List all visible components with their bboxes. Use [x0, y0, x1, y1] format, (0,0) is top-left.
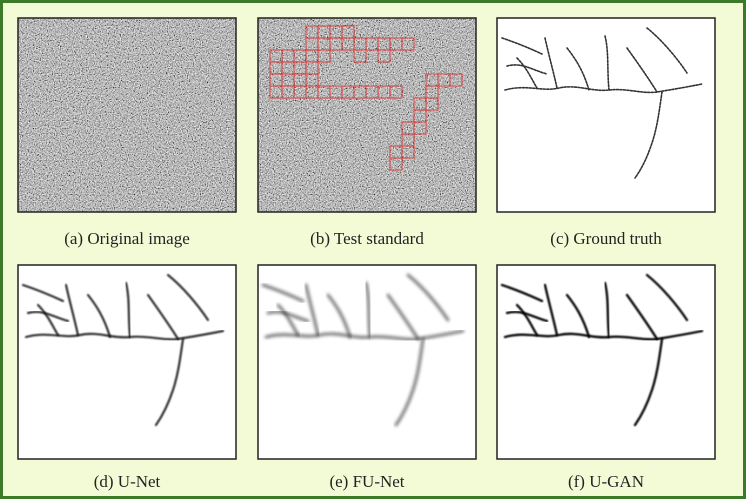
page: (a) Original image (b) Test standard (c) G…	[0, 0, 746, 499]
panel-caption: (e) FU-Net	[329, 472, 404, 491]
panel-image	[258, 265, 476, 459]
panel-image	[497, 18, 715, 212]
panel	[18, 265, 236, 459]
panel	[497, 18, 715, 212]
panel-image	[18, 18, 236, 212]
panel-image	[497, 265, 715, 459]
panel	[18, 18, 236, 212]
noise-texture	[18, 18, 236, 212]
noise-texture	[258, 18, 476, 212]
figure: (a) Original image (b) Test standard (c) G…	[0, 0, 746, 499]
panel-image	[258, 18, 476, 212]
panel	[258, 18, 476, 212]
panel-caption: (b) Test standard	[310, 229, 424, 248]
panel	[258, 265, 476, 459]
image-bg	[497, 18, 715, 212]
panel-caption: (d) U-Net	[94, 472, 161, 491]
panel-caption: (a) Original image	[64, 229, 190, 248]
panel-caption: (f) U-GAN	[568, 472, 644, 491]
panel	[497, 265, 715, 459]
panel-caption: (c) Ground truth	[550, 229, 662, 248]
panel-image	[18, 265, 236, 459]
